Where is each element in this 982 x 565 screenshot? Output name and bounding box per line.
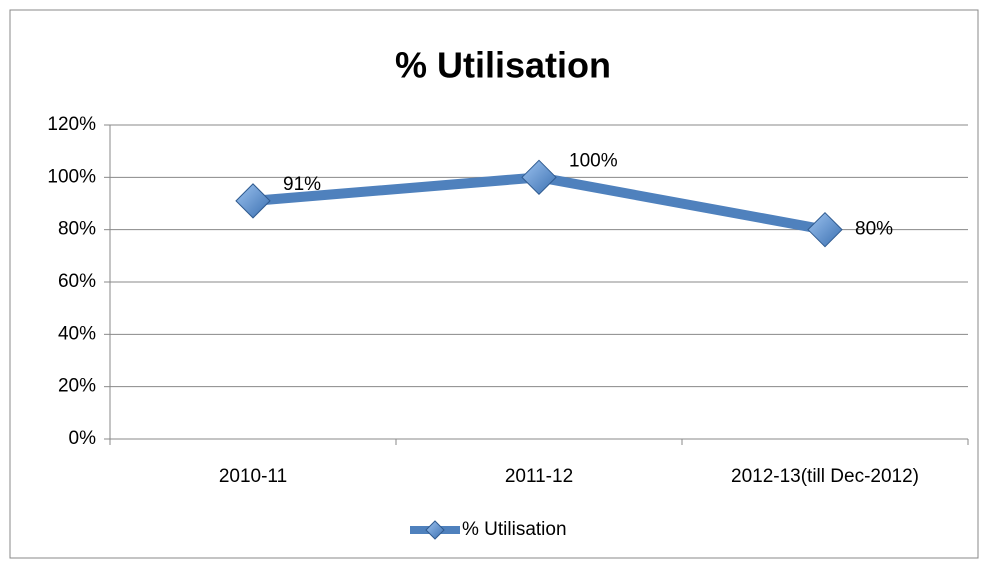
x-tick-label: 2010-11 bbox=[219, 466, 287, 487]
chart-title: % Utilisation bbox=[395, 45, 611, 86]
y-tick-label: 60% bbox=[58, 271, 96, 292]
y-tick-label: 100% bbox=[47, 166, 96, 187]
marker bbox=[521, 159, 557, 196]
x-tick-label: 2011-12 bbox=[505, 466, 573, 487]
marker bbox=[235, 183, 271, 219]
y-tick-label: 0% bbox=[69, 428, 97, 449]
chart-border bbox=[9, 9, 979, 559]
y-tick-label: 20% bbox=[58, 376, 96, 397]
marker bbox=[425, 520, 445, 540]
y-tick-label: 40% bbox=[58, 323, 96, 344]
data-label: 100% bbox=[569, 150, 618, 171]
marker bbox=[807, 211, 843, 248]
legend-label: % Utilisation bbox=[462, 519, 567, 540]
x-tick-label: 2012-13(till Dec-2012) bbox=[731, 466, 919, 487]
data-label: 91% bbox=[283, 174, 321, 195]
y-tick-label: 80% bbox=[58, 219, 96, 240]
y-tick-label: 120% bbox=[47, 114, 96, 135]
data-label: 80% bbox=[855, 219, 893, 240]
